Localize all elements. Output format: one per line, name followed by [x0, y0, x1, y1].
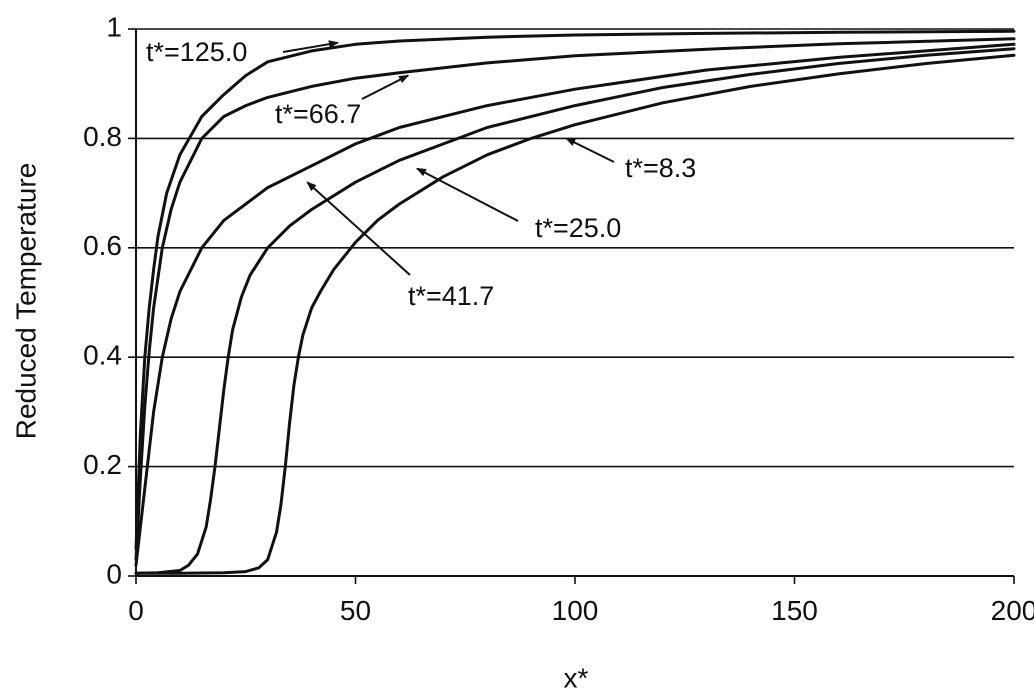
x-tick-label: 0 — [128, 595, 144, 626]
annotation-label: t*=41.7 — [408, 281, 494, 311]
annotation-label: t*=8.3 — [625, 153, 696, 183]
x-tick-label: 200 — [991, 595, 1034, 626]
annotation-label: t*=66.7 — [275, 99, 361, 129]
y-tick-label: 0 — [106, 558, 122, 589]
annotation-arrow — [361, 74, 410, 100]
y-tick-label: 0.8 — [83, 121, 122, 152]
y-tick-label: 0.4 — [83, 340, 122, 371]
x-tick-label: 150 — [771, 595, 818, 626]
y-tick-label: 1 — [106, 11, 122, 42]
series-line — [134, 42, 1016, 567]
annotation-arrow — [416, 167, 519, 222]
annotation-arrow — [306, 181, 411, 276]
annotation-label: t*=125.0 — [146, 37, 247, 67]
annotation-arrow — [282, 40, 339, 53]
series-line — [134, 47, 1016, 575]
series-line — [134, 53, 1016, 575]
annotation-label: t*=25.0 — [535, 213, 621, 243]
series-line — [134, 37, 1016, 562]
gridlines — [136, 28, 1014, 468]
x-tick-label: 50 — [340, 595, 371, 626]
y-tick-label: 0.2 — [83, 449, 122, 480]
series-line — [134, 29, 1016, 551]
axes: 0 0.2 0.4 0.6 0.8 1 0 50 100 150 200 — [83, 11, 1034, 626]
x-axis-label: x* — [564, 662, 589, 693]
y-axis-label: Reduced Temperature — [10, 163, 41, 440]
annotations: t*=125.0 t*=66.7 t*=41.7 t*=25.0t*=8.3 — [146, 37, 696, 311]
series-lines — [134, 29, 1016, 575]
annotation-arrow — [565, 137, 615, 163]
x-tick-label: 100 — [552, 595, 599, 626]
y-tick-label: 0.6 — [83, 230, 122, 261]
